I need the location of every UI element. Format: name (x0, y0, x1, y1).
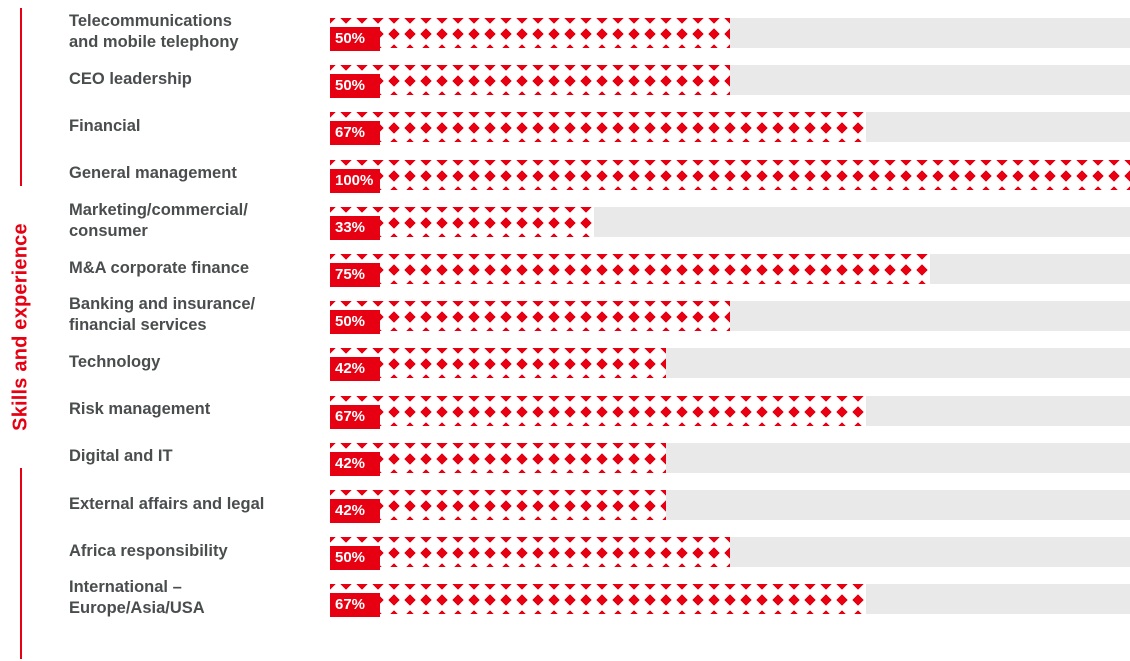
bar (330, 254, 930, 284)
category-label-text: CEO leadership (69, 69, 192, 88)
bar-row: Marketing/commercial/consumer 33% (0, 201, 1130, 241)
bar (330, 65, 730, 96)
bar-row: International – Europe/Asia/USA 67% (0, 578, 1130, 618)
category-label: Risk management (69, 390, 324, 430)
category-label: Telecommunications and mobile telephony (69, 12, 324, 52)
side-title-line-top (20, 8, 22, 186)
value-label: 67% (330, 121, 380, 146)
category-label: International – Europe/Asia/USA (69, 578, 324, 618)
bar (330, 112, 866, 143)
value-label: 50% (330, 310, 380, 335)
category-label-text: Technology (69, 352, 161, 371)
bar-row: Digital and IT 42% (0, 437, 1130, 477)
category-label: Marketing/commercial/consumer (69, 201, 324, 241)
category-label-text: Marketing/commercial/consumer (69, 200, 248, 240)
bar-row: External affairs and legal 42% (0, 484, 1130, 524)
bar-row: General management 100% (0, 154, 1130, 194)
bar (330, 537, 730, 568)
category-label: Technology (69, 342, 324, 382)
bar (330, 490, 666, 520)
category-label: CEO leadership (69, 59, 324, 99)
bar-row: Africa responsibility 50% (0, 531, 1130, 571)
category-label-text: M&A corporate finance (69, 258, 250, 277)
side-title-line-bottom (20, 468, 22, 659)
bar (330, 301, 730, 332)
category-label-text: Banking and insurance/financial services (69, 295, 256, 335)
bar-row: Risk management 67% (0, 390, 1130, 430)
bar-row: CEO leadership 50% (0, 59, 1130, 99)
category-label-text: Africa responsibility (69, 541, 228, 560)
value-label: 67% (330, 593, 380, 618)
value-label: 42% (330, 357, 380, 382)
category-label: Digital and IT (69, 437, 324, 477)
category-label: External affairs and legal (69, 484, 324, 524)
category-label: Africa responsibility (69, 531, 324, 571)
value-label: 42% (330, 499, 380, 523)
category-label: General management (69, 154, 324, 194)
value-label: 50% (330, 27, 380, 51)
value-label: 50% (330, 546, 380, 571)
bar-row: Telecommunications and mobile telephony 50… (0, 12, 1130, 52)
bar (330, 159, 1130, 190)
bar-row: M&A corporate finance 75% (0, 248, 1130, 288)
bar-row: Banking and insurance/financial services… (0, 295, 1130, 335)
category-label-text: Risk management (69, 400, 211, 419)
category-label-text: Telecommunications and mobile telephony (69, 12, 239, 51)
bar (330, 395, 866, 426)
bar-row: Financial 67% (0, 106, 1130, 146)
value-label: 100% (330, 168, 380, 193)
category-label-text: International – Europe/Asia/USA (69, 578, 205, 618)
category-label: M&A corporate finance (69, 248, 324, 288)
value-label: 75% (330, 263, 380, 287)
bar (330, 442, 666, 473)
value-label: 67% (330, 404, 380, 429)
side-title: Skills and experience (0, 0, 32, 661)
bar (330, 348, 666, 379)
value-label: 42% (330, 451, 380, 476)
category-label-text: General management (69, 164, 237, 183)
value-label: 50% (330, 74, 380, 99)
bar-row: Technology 42% (0, 342, 1130, 382)
category-label-text: Digital and IT (69, 447, 173, 466)
value-label: 33% (330, 215, 380, 240)
category-label-text: Financial (69, 116, 141, 135)
category-label: Financial (69, 106, 324, 146)
category-label: Banking and insurance/financial services (69, 295, 324, 335)
bar (330, 584, 866, 615)
bar (330, 18, 730, 48)
category-label-text: External affairs and legal (69, 494, 265, 513)
